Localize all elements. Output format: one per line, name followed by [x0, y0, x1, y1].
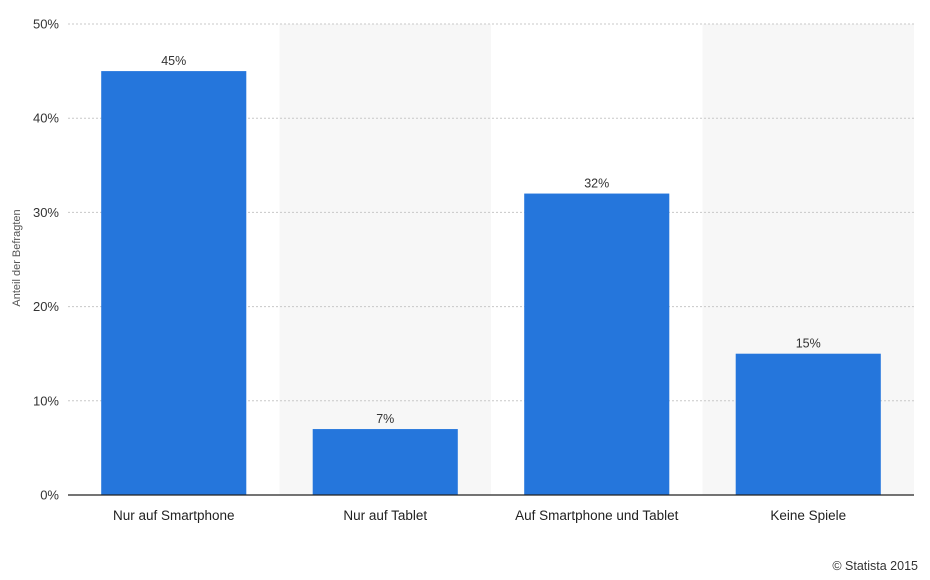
y-tick-label: 30% — [33, 205, 59, 220]
bars — [101, 71, 881, 495]
source-credit: © Statista 2015 — [832, 559, 918, 573]
data-label: 7% — [376, 412, 394, 426]
y-tick-labels: 0% 10% 20% 30% 40% 50% — [33, 17, 59, 503]
y-axis-title: Anteil der Befragten — [11, 209, 23, 306]
data-label: 32% — [584, 177, 609, 191]
bar — [101, 71, 247, 495]
bar — [524, 193, 670, 495]
alternating-bands — [279, 24, 914, 495]
data-label: 45% — [161, 54, 186, 68]
x-tick-label: Nur auf Tablet — [343, 508, 427, 523]
bar — [312, 429, 458, 495]
x-tick-label: Nur auf Smartphone — [113, 508, 235, 523]
y-tick-label: 40% — [33, 111, 59, 126]
y-tick-label: 50% — [33, 17, 59, 32]
x-tick-label: Auf Smartphone und Tablet — [515, 508, 679, 523]
y-tick-label: 20% — [33, 299, 59, 314]
background-band — [279, 24, 491, 495]
x-tick-label: Keine Spiele — [770, 508, 846, 523]
x-tick-labels: Nur auf Smartphone Nur auf Tablet Auf Smar… — [113, 508, 846, 523]
y-tick-label: 0% — [40, 488, 59, 503]
data-labels: 45% 7% 32% 15% — [161, 54, 821, 426]
bar — [735, 353, 881, 495]
data-label: 15% — [796, 337, 821, 351]
y-tick-label: 10% — [33, 393, 59, 408]
